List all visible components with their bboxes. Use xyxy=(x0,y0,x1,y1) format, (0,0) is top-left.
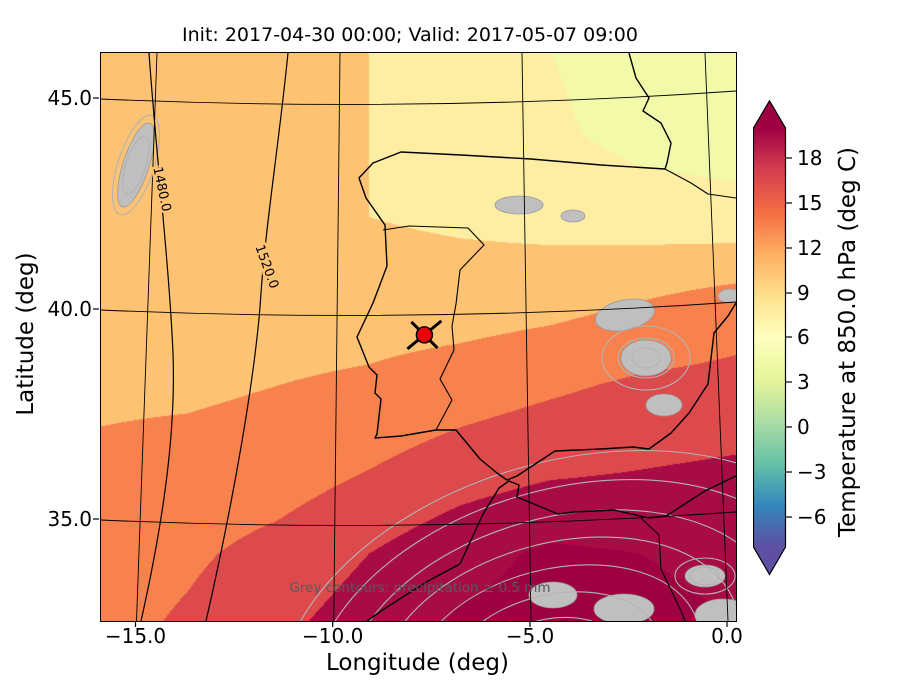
x-tick-label: −15.0 xyxy=(104,624,167,648)
colorbar-gradient-bar xyxy=(753,100,787,576)
colorbar-tick-label: 6 xyxy=(797,325,810,349)
map-overlay: 1480.0 1520.0 xyxy=(101,53,736,621)
colorbar-tick-label: −3 xyxy=(797,460,827,484)
x-axis-label: Longitude (deg) xyxy=(325,650,509,676)
contour-label-1520: 1520.0 xyxy=(251,243,281,291)
geopotential-contours xyxy=(140,53,289,621)
colorbar-tick-label: 3 xyxy=(797,370,810,394)
plot-title: Init: 2017-04-30 00:00; Valid: 2017-05-0… xyxy=(182,24,638,46)
x-tick-label: 0.0 xyxy=(711,624,743,648)
y-tick-label: 35.0 xyxy=(47,507,92,531)
colorbar xyxy=(753,100,787,576)
colorbar-tick-label: 18 xyxy=(797,146,823,170)
colorbar-tick-label: 12 xyxy=(797,236,823,260)
precip-note: Grey contours: precipitation ≥ 0.5 mm xyxy=(289,580,551,596)
x-tick-label: −5.0 xyxy=(505,624,555,648)
grey-precip-patches xyxy=(117,122,736,621)
y-tick-label: 45.0 xyxy=(47,86,92,110)
colorbar-label: Temperature at 850.0 hPa (deg C) xyxy=(835,146,861,538)
colorbar-tick-label: −6 xyxy=(797,505,827,529)
y-axis-label: Latitude (deg) xyxy=(13,252,39,416)
colorbar-tick-label: 9 xyxy=(797,281,810,305)
colorbar-tick-label: 15 xyxy=(797,191,823,215)
contour-label-1480: 1480.0 xyxy=(149,165,173,213)
colorbar-tick-label: 0 xyxy=(797,415,810,439)
country-borders xyxy=(382,168,736,621)
y-tick-label: 40.0 xyxy=(47,297,92,321)
station-marker-dot xyxy=(415,326,434,344)
map-plot-area: 1480.0 1520.0 xyxy=(100,52,737,622)
x-tick-label: −10.0 xyxy=(302,624,364,648)
station-marker xyxy=(406,319,443,351)
coastlines xyxy=(356,53,736,621)
